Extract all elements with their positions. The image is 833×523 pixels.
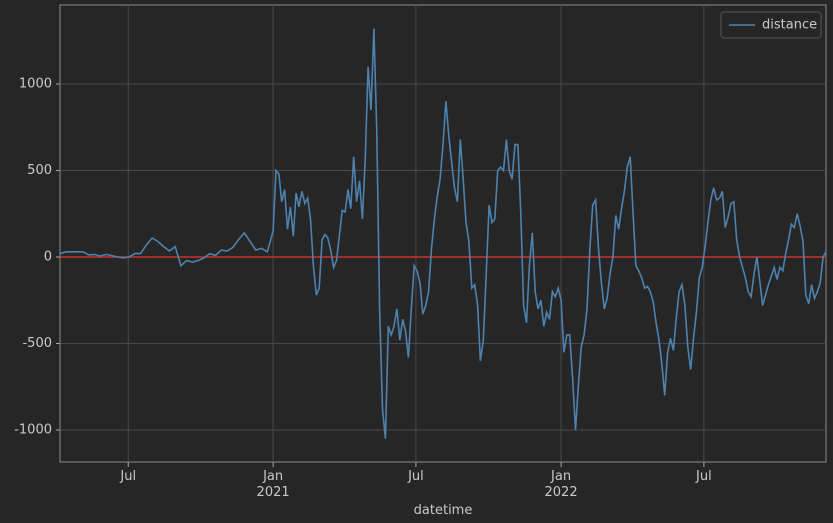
legend: distance [720, 11, 822, 39]
legend-label: distance [762, 18, 817, 33]
plot-area [59, 4, 827, 463]
x-tick-label: Jan 2022 [544, 469, 578, 500]
y-tick-label: -1000 [14, 422, 52, 437]
y-tick-label: -500 [22, 336, 52, 351]
x-tick-label: Jul [408, 469, 424, 484]
y-tick-label: 500 [27, 163, 52, 178]
x-tick-label: Jan 2021 [256, 469, 290, 500]
legend-box [720, 11, 822, 39]
y-tick-label: 0 [44, 250, 52, 265]
x-tick-label: Jul [120, 469, 137, 484]
data-line [59, 28, 827, 439]
x-axis-label: datetime [413, 503, 473, 518]
y-tick-label: 1000 [19, 77, 52, 92]
x-tick-label: Jul [696, 469, 712, 484]
